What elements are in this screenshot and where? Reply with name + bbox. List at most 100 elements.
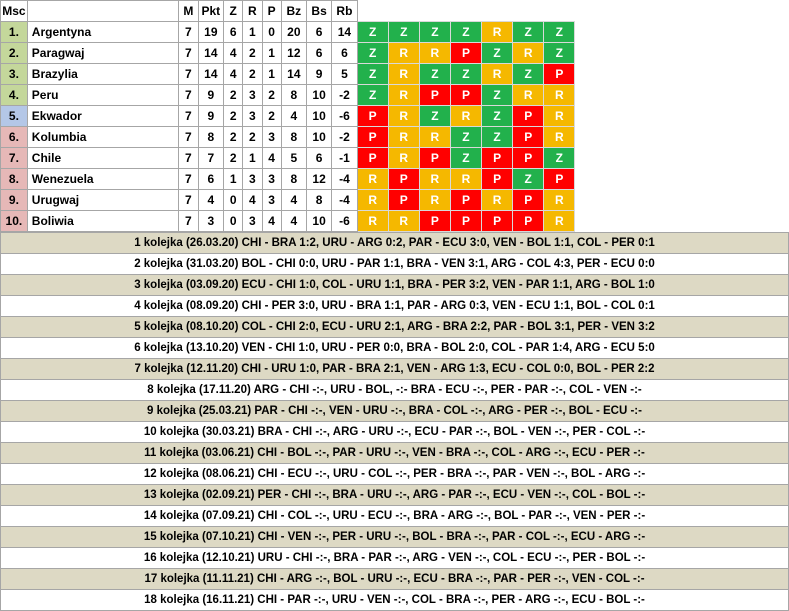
form-result: Z <box>449 21 483 43</box>
form-result: P <box>481 168 514 190</box>
round-results: 3 kolejka (03.09.20) ECU - CHI 1:0, COL … <box>0 274 789 296</box>
header-p: P <box>261 0 282 22</box>
team-row: 2. Paragwaj 7 14 4 2 1 12 6 6 Z R R P Z R Z <box>0 42 789 64</box>
team-name: Wenezuela <box>26 168 180 190</box>
form-result: Z <box>356 42 389 64</box>
team-goals-against: 8 <box>305 189 333 211</box>
form-result: R <box>449 168 483 190</box>
team-matches: 7 <box>178 189 199 211</box>
form-result: Z <box>356 63 389 85</box>
row-spacer <box>575 169 789 190</box>
team-wins: 2 <box>223 84 244 106</box>
team-losses: 2 <box>261 105 282 127</box>
team-draws: 1 <box>242 147 263 169</box>
team-goals-against: 10 <box>305 210 333 232</box>
team-name: Kolumbia <box>26 126 180 148</box>
round-row: 8 kolejka (17.11.20) ARG - CHI -:-, URU … <box>0 379 789 401</box>
round-results: 9 kolejka (25.03.21) PAR - CHI -:-, VEN … <box>0 400 789 422</box>
team-matches: 7 <box>178 84 199 106</box>
team-draws: 4 <box>242 189 263 211</box>
team-row: 4. Peru 7 9 2 3 2 8 10 -2 Z R P P Z R R <box>0 84 789 106</box>
team-goals-for: 8 <box>280 126 307 148</box>
form-result: P <box>512 189 545 211</box>
form-result: Z <box>512 168 545 190</box>
form-result: P <box>512 105 545 127</box>
form-result: P <box>387 189 420 211</box>
team-losses: 3 <box>261 168 282 190</box>
form-result: P <box>481 147 514 169</box>
form-result: Z <box>356 84 389 106</box>
round-results: 13 kolejka (02.09.21) PER - CHI -:-, BRA… <box>0 484 789 506</box>
form-result: Z <box>543 42 576 64</box>
header-pkt: Pkt <box>197 0 225 22</box>
form-result: Z <box>418 21 451 43</box>
row-spacer <box>575 22 789 43</box>
form-result: R <box>418 42 451 64</box>
round-results: 1 kolejka (26.03.20) CHI - BRA 1:2, URU … <box>0 232 789 254</box>
round-row: 5 kolejka (08.10.20) COL - CHI 2:0, ECU … <box>0 316 789 338</box>
team-position: 3. <box>0 63 28 85</box>
form-result: Z <box>449 126 483 148</box>
team-goal-diff: -1 <box>331 147 358 169</box>
form-result: R <box>387 126 420 148</box>
team-row: 3. Brazylia 7 14 4 2 1 14 9 5 Z R Z Z R Z P <box>0 63 789 85</box>
team-row: 9. Urugwaj 7 4 0 4 3 4 8 -4 R P R P R P R <box>0 189 789 211</box>
team-goals-for: 8 <box>280 168 307 190</box>
row-spacer <box>575 64 789 85</box>
header-form-blank <box>357 1 575 22</box>
header-rb: Rb <box>331 0 358 22</box>
round-results: 5 kolejka (08.10.20) COL - CHI 2:0, ECU … <box>0 316 789 338</box>
team-wins: 0 <box>223 210 244 232</box>
round-row: 9 kolejka (25.03.21) PAR - CHI -:-, VEN … <box>0 400 789 422</box>
round-results: 17 kolejka (11.11.21) CHI - ARG -:-, BOL… <box>0 568 789 590</box>
team-name: Urugwaj <box>26 189 180 211</box>
form-result: P <box>481 210 514 232</box>
team-goals-for: 14 <box>280 63 307 85</box>
team-goal-diff: 5 <box>331 63 358 85</box>
form-result: Z <box>356 21 389 43</box>
form-result: Z <box>418 63 451 85</box>
team-row: 7. Chile 7 7 2 1 4 5 6 -1 P R P Z P P Z <box>0 147 789 169</box>
team-matches: 7 <box>178 42 199 64</box>
form-result: Z <box>481 84 514 106</box>
round-row: 10 kolejka (30.03.21) BRA - CHI -:-, ARG… <box>0 421 789 443</box>
form-result: P <box>387 168 420 190</box>
team-points: 19 <box>197 21 225 43</box>
form-result: P <box>512 147 545 169</box>
form-result: P <box>449 84 483 106</box>
header-team <box>26 0 180 22</box>
round-row: 7 kolejka (12.11.20) CHI - URU 1:0, PAR … <box>0 358 789 380</box>
header-pos: Msc <box>0 0 28 22</box>
team-name: Argentyna <box>26 21 180 43</box>
round-row: 4 kolejka (08.09.20) CHI - PER 3:0, URU … <box>0 295 789 317</box>
header-bs: Bs <box>305 0 333 22</box>
team-goals-for: 8 <box>280 84 307 106</box>
team-row: 8. Wenezuela 7 6 1 3 3 8 12 -4 R P R R P Z P <box>0 168 789 190</box>
team-goal-diff: 6 <box>331 42 358 64</box>
team-matches: 7 <box>178 168 199 190</box>
form-result: Z <box>543 147 576 169</box>
form-result: R <box>481 63 514 85</box>
team-losses: 4 <box>261 210 282 232</box>
team-losses: 3 <box>261 126 282 148</box>
row-spacer <box>575 190 789 211</box>
team-goals-for: 5 <box>280 147 307 169</box>
form-result: R <box>356 189 389 211</box>
form-result: P <box>512 126 545 148</box>
form-result: R <box>481 189 514 211</box>
form-result: R <box>356 168 389 190</box>
team-name: Boliwia <box>26 210 180 232</box>
round-results: 15 kolejka (07.10.21) CHI - VEN -:-, PER… <box>0 526 789 548</box>
form-result: R <box>543 84 576 106</box>
team-points: 9 <box>197 84 225 106</box>
form-result: Z <box>449 147 483 169</box>
standings-header-row: Msc M Pkt Z R P Bz Bs Rb <box>0 0 789 22</box>
rounds-table: 1 kolejka (26.03.20) CHI - BRA 1:2, URU … <box>0 232 789 611</box>
round-results: 4 kolejka (08.09.20) CHI - PER 3:0, URU … <box>0 295 789 317</box>
round-row: 16 kolejka (12.10.21) URU - CHI -:-, BRA… <box>0 547 789 569</box>
row-spacer <box>575 211 789 232</box>
form-result: P <box>356 147 389 169</box>
team-points: 4 <box>197 189 225 211</box>
team-matches: 7 <box>178 105 199 127</box>
standings-table: Msc M Pkt Z R P Bz Bs Rb 1. Argentyna 7 19 6… <box>0 0 789 232</box>
